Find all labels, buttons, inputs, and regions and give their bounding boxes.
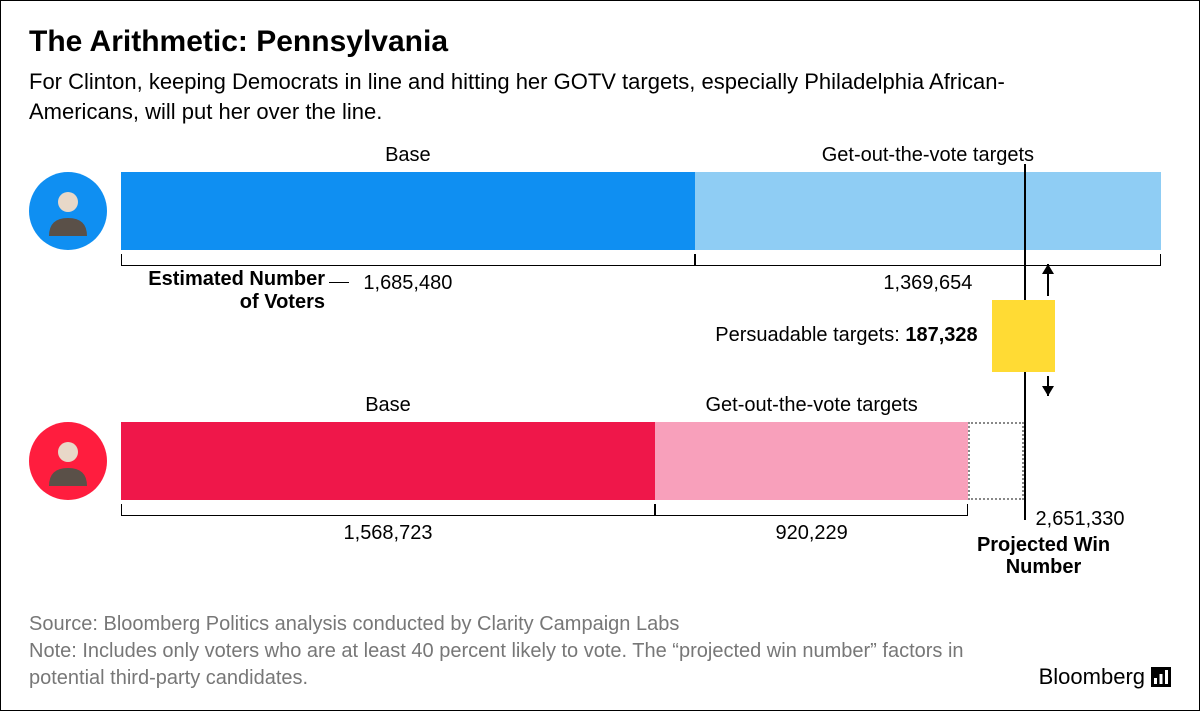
projected-win-label: Projected WinNumber	[954, 534, 1134, 578]
clinton-avatar	[29, 172, 107, 250]
persuadable-arrowhead-down	[1042, 386, 1054, 396]
persuadable-arrowhead-up	[1042, 264, 1054, 274]
trump-value-gotv: 920,229	[775, 522, 847, 545]
clinton-seg-gotv	[695, 172, 1161, 250]
trump-seg-base	[121, 422, 655, 500]
bloomberg-logo: Bloomberg	[1039, 664, 1171, 690]
clinton-value-base: 1,685,480	[363, 272, 452, 295]
logo-icon	[1151, 667, 1171, 687]
clinton-bars: Base1,685,480Get-out-the-vote targets1,3…	[121, 172, 1171, 250]
clinton-bracket-base	[121, 254, 695, 266]
clinton-seg-base	[121, 172, 695, 250]
estimated-voters-label: Estimated Numberof Voters	[125, 268, 325, 314]
trump-gap-box	[968, 422, 1023, 500]
persuadable-box	[992, 300, 1056, 372]
clinton-bracket-gotv	[695, 254, 1161, 266]
clinton-value-gotv: 1,369,654	[883, 272, 972, 295]
projected-win-tick	[1024, 504, 1026, 520]
projected-win-value: 2,651,330	[1036, 508, 1125, 531]
note-line: Note: Includes only voters who are at le…	[29, 638, 989, 692]
logo-text: Bloomberg	[1039, 664, 1145, 690]
trump-bracket-base	[121, 504, 655, 516]
trump-avatar	[29, 422, 107, 500]
trump-label-gotv: Get-out-the-vote targets	[705, 394, 917, 417]
source-line: Source: Bloomberg Politics analysis cond…	[29, 611, 989, 638]
trump-label-base: Base	[365, 394, 411, 417]
clinton-label-base: Base	[385, 144, 431, 167]
trump-bracket-gotv	[655, 504, 968, 516]
page-subtitle: For Clinton, keeping Democrats in line a…	[29, 67, 1079, 126]
persuadable-label: Persuadable targets: 187,328	[715, 324, 977, 347]
trump-seg-gotv	[655, 422, 968, 500]
estimated-voters-connector	[329, 282, 349, 283]
trump-value-base: 1,568,723	[344, 522, 433, 545]
chart-area: Base 1,685,480 Get-out-the-vote targets 1,3…	[29, 152, 1171, 572]
footer: Source: Bloomberg Politics analysis cond…	[29, 611, 1171, 692]
clinton-label-gotv: Get-out-the-vote targets	[822, 144, 1034, 167]
page-title: The Arithmetic: Pennsylvania	[29, 25, 1171, 59]
